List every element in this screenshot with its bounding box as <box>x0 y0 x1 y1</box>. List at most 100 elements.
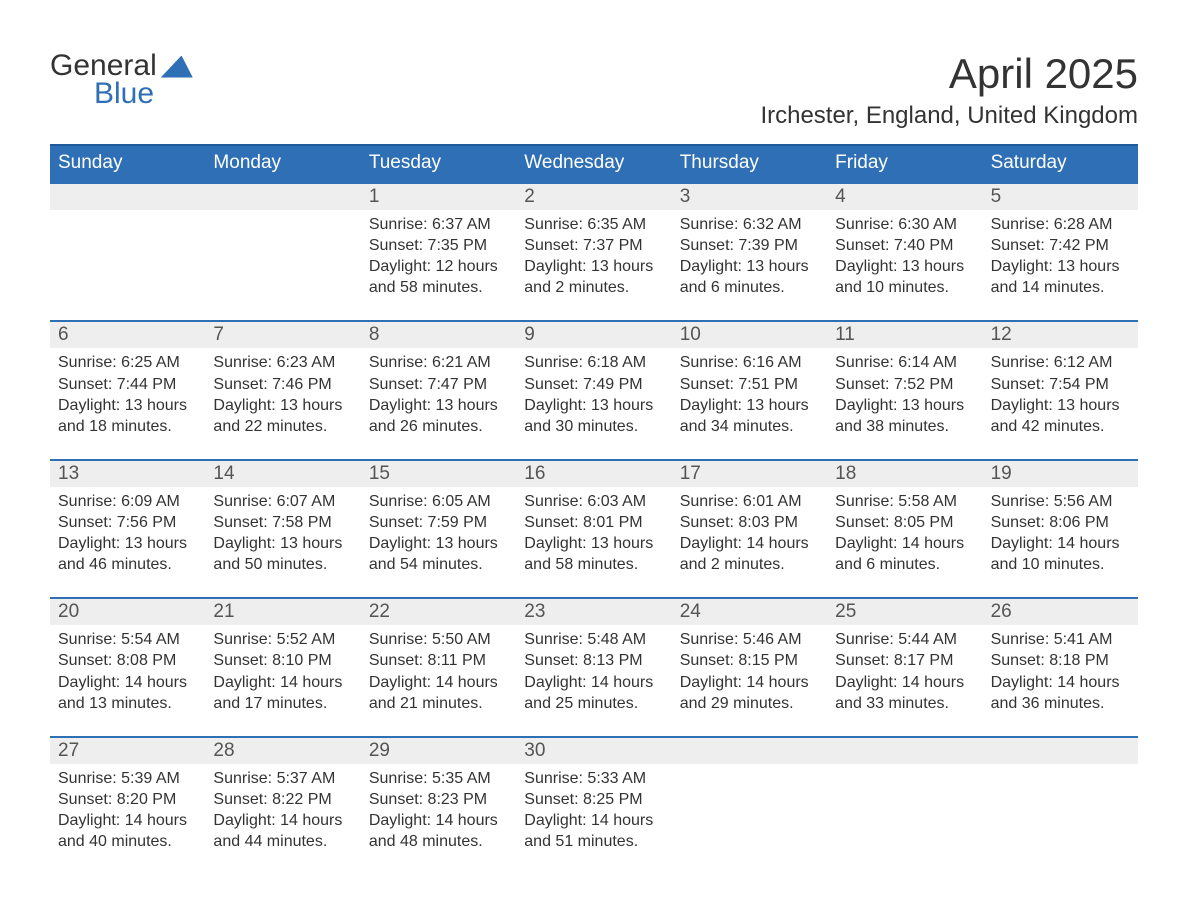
day-cell: Sunrise: 6:03 AMSunset: 8:01 PMDaylight:… <box>516 487 671 583</box>
day-number: 11 <box>827 322 982 348</box>
day-number: 3 <box>672 184 827 210</box>
day-number <box>827 738 982 764</box>
daylight-text: Daylight: 13 hours and 34 minutes. <box>680 395 819 437</box>
calendar: Sunday Monday Tuesday Wednesday Thursday… <box>50 144 1138 860</box>
day-number: 6 <box>50 322 205 348</box>
day-cell: Sunrise: 6:07 AMSunset: 7:58 PMDaylight:… <box>205 487 360 583</box>
day-number-row: 13141516171819 <box>50 461 1138 487</box>
sail-icon <box>161 56 193 78</box>
sunset-text: Sunset: 8:18 PM <box>991 650 1130 671</box>
daylight-text: Daylight: 13 hours and 58 minutes. <box>524 533 663 575</box>
day-cell: Sunrise: 6:25 AMSunset: 7:44 PMDaylight:… <box>50 348 205 444</box>
day-cell: Sunrise: 6:21 AMSunset: 7:47 PMDaylight:… <box>361 348 516 444</box>
sunset-text: Sunset: 8:05 PM <box>835 512 974 533</box>
sunset-text: Sunset: 7:42 PM <box>991 235 1130 256</box>
day-number: 2 <box>516 184 671 210</box>
day-body-row: Sunrise: 6:25 AMSunset: 7:44 PMDaylight:… <box>50 348 1138 444</box>
sunset-text: Sunset: 8:10 PM <box>213 650 352 671</box>
sunset-text: Sunset: 7:54 PM <box>991 374 1130 395</box>
sunrise-text: Sunrise: 5:35 AM <box>369 768 508 789</box>
weekday-tuesday: Tuesday <box>361 146 516 182</box>
day-number: 8 <box>361 322 516 348</box>
day-number: 26 <box>983 599 1138 625</box>
daylight-text: Daylight: 14 hours and 17 minutes. <box>213 672 352 714</box>
sunset-text: Sunset: 7:52 PM <box>835 374 974 395</box>
sunset-text: Sunset: 7:40 PM <box>835 235 974 256</box>
sunrise-text: Sunrise: 6:03 AM <box>524 491 663 512</box>
sunrise-text: Sunrise: 5:44 AM <box>835 629 974 650</box>
day-cell: Sunrise: 6:37 AMSunset: 7:35 PMDaylight:… <box>361 210 516 306</box>
day-cell: Sunrise: 6:01 AMSunset: 8:03 PMDaylight:… <box>672 487 827 583</box>
day-number: 22 <box>361 599 516 625</box>
daylight-text: Daylight: 13 hours and 38 minutes. <box>835 395 974 437</box>
sunrise-text: Sunrise: 6:12 AM <box>991 352 1130 373</box>
day-number-row: 20212223242526 <box>50 599 1138 625</box>
day-number <box>672 738 827 764</box>
sunrise-text: Sunrise: 6:21 AM <box>369 352 508 373</box>
sunset-text: Sunset: 7:58 PM <box>213 512 352 533</box>
day-number: 23 <box>516 599 671 625</box>
logo: General Blue <box>50 50 193 109</box>
day-cell: Sunrise: 5:39 AMSunset: 8:20 PMDaylight:… <box>50 764 205 860</box>
week-row: 12345Sunrise: 6:37 AMSunset: 7:35 PMDayl… <box>50 182 1138 306</box>
day-cell <box>827 764 982 860</box>
sunset-text: Sunset: 8:22 PM <box>213 789 352 810</box>
sunset-text: Sunset: 7:39 PM <box>680 235 819 256</box>
day-number: 14 <box>205 461 360 487</box>
day-number: 18 <box>827 461 982 487</box>
weekday-thursday: Thursday <box>672 146 827 182</box>
sunset-text: Sunset: 8:20 PM <box>58 789 197 810</box>
daylight-text: Daylight: 14 hours and 6 minutes. <box>835 533 974 575</box>
day-number <box>205 184 360 210</box>
day-number: 30 <box>516 738 671 764</box>
weekday-sunday: Sunday <box>50 146 205 182</box>
day-number: 4 <box>827 184 982 210</box>
day-number: 9 <box>516 322 671 348</box>
sunset-text: Sunset: 8:03 PM <box>680 512 819 533</box>
sunrise-text: Sunrise: 5:48 AM <box>524 629 663 650</box>
sunrise-text: Sunrise: 6:09 AM <box>58 491 197 512</box>
week-row: 20212223242526Sunrise: 5:54 AMSunset: 8:… <box>50 597 1138 721</box>
sunset-text: Sunset: 8:25 PM <box>524 789 663 810</box>
sunset-text: Sunset: 7:59 PM <box>369 512 508 533</box>
day-cell: Sunrise: 5:58 AMSunset: 8:05 PMDaylight:… <box>827 487 982 583</box>
day-cell: Sunrise: 6:09 AMSunset: 7:56 PMDaylight:… <box>50 487 205 583</box>
weekday-header-row: Sunday Monday Tuesday Wednesday Thursday… <box>50 144 1138 182</box>
sunset-text: Sunset: 7:46 PM <box>213 374 352 395</box>
sunset-text: Sunset: 7:49 PM <box>524 374 663 395</box>
daylight-text: Daylight: 14 hours and 13 minutes. <box>58 672 197 714</box>
daylight-text: Daylight: 14 hours and 48 minutes. <box>369 810 508 852</box>
sunset-text: Sunset: 7:35 PM <box>369 235 508 256</box>
daylight-text: Daylight: 13 hours and 18 minutes. <box>58 395 197 437</box>
daylight-text: Daylight: 13 hours and 2 minutes. <box>524 256 663 298</box>
day-body-row: Sunrise: 6:37 AMSunset: 7:35 PMDaylight:… <box>50 210 1138 306</box>
sunrise-text: Sunrise: 5:37 AM <box>213 768 352 789</box>
location-subtitle: Irchester, England, United Kingdom <box>760 102 1138 130</box>
daylight-text: Daylight: 14 hours and 51 minutes. <box>524 810 663 852</box>
sunset-text: Sunset: 7:44 PM <box>58 374 197 395</box>
day-number: 20 <box>50 599 205 625</box>
daylight-text: Daylight: 13 hours and 30 minutes. <box>524 395 663 437</box>
day-number: 27 <box>50 738 205 764</box>
day-cell: Sunrise: 5:56 AMSunset: 8:06 PMDaylight:… <box>983 487 1138 583</box>
day-number: 28 <box>205 738 360 764</box>
day-cell: Sunrise: 6:14 AMSunset: 7:52 PMDaylight:… <box>827 348 982 444</box>
page-title: April 2025 <box>760 50 1138 98</box>
day-cell: Sunrise: 6:32 AMSunset: 7:39 PMDaylight:… <box>672 210 827 306</box>
day-cell: Sunrise: 6:35 AMSunset: 7:37 PMDaylight:… <box>516 210 671 306</box>
day-cell: Sunrise: 6:30 AMSunset: 7:40 PMDaylight:… <box>827 210 982 306</box>
sunset-text: Sunset: 7:47 PM <box>369 374 508 395</box>
week-row: 6789101112Sunrise: 6:25 AMSunset: 7:44 P… <box>50 320 1138 444</box>
day-cell: Sunrise: 6:18 AMSunset: 7:49 PMDaylight:… <box>516 348 671 444</box>
sunrise-text: Sunrise: 6:01 AM <box>680 491 819 512</box>
day-body-row: Sunrise: 5:39 AMSunset: 8:20 PMDaylight:… <box>50 764 1138 860</box>
sunset-text: Sunset: 8:17 PM <box>835 650 974 671</box>
day-number: 16 <box>516 461 671 487</box>
sunrise-text: Sunrise: 5:58 AM <box>835 491 974 512</box>
day-number: 19 <box>983 461 1138 487</box>
daylight-text: Daylight: 13 hours and 26 minutes. <box>369 395 508 437</box>
sunrise-text: Sunrise: 6:25 AM <box>58 352 197 373</box>
week-row: 13141516171819Sunrise: 6:09 AMSunset: 7:… <box>50 459 1138 583</box>
sunset-text: Sunset: 8:15 PM <box>680 650 819 671</box>
daylight-text: Daylight: 14 hours and 29 minutes. <box>680 672 819 714</box>
